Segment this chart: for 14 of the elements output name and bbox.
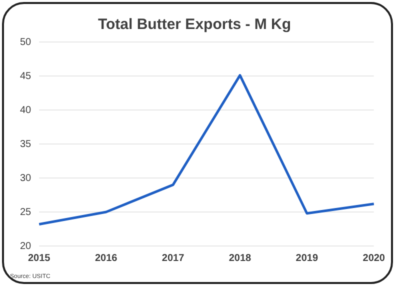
chart-title: Total Butter Exports - M Kg — [98, 16, 292, 34]
x-tick-label: 2017 — [162, 252, 185, 264]
x-tick-label: 2016 — [94, 252, 118, 264]
y-tick-label: 20 — [20, 240, 32, 252]
y-tick-label: 40 — [20, 104, 32, 116]
x-tick-label: 2020 — [362, 252, 386, 264]
y-tick-label: 50 — [20, 36, 32, 48]
x-tick-label: 2018 — [228, 252, 252, 264]
y-tick-label: 35 — [20, 138, 32, 150]
y-tick-label: 30 — [20, 172, 32, 184]
y-tick-label: 45 — [20, 70, 32, 82]
x-tick-label: 2015 — [28, 252, 51, 264]
y-tick-label: 25 — [20, 206, 32, 218]
x-tick-label: 2019 — [296, 252, 318, 264]
